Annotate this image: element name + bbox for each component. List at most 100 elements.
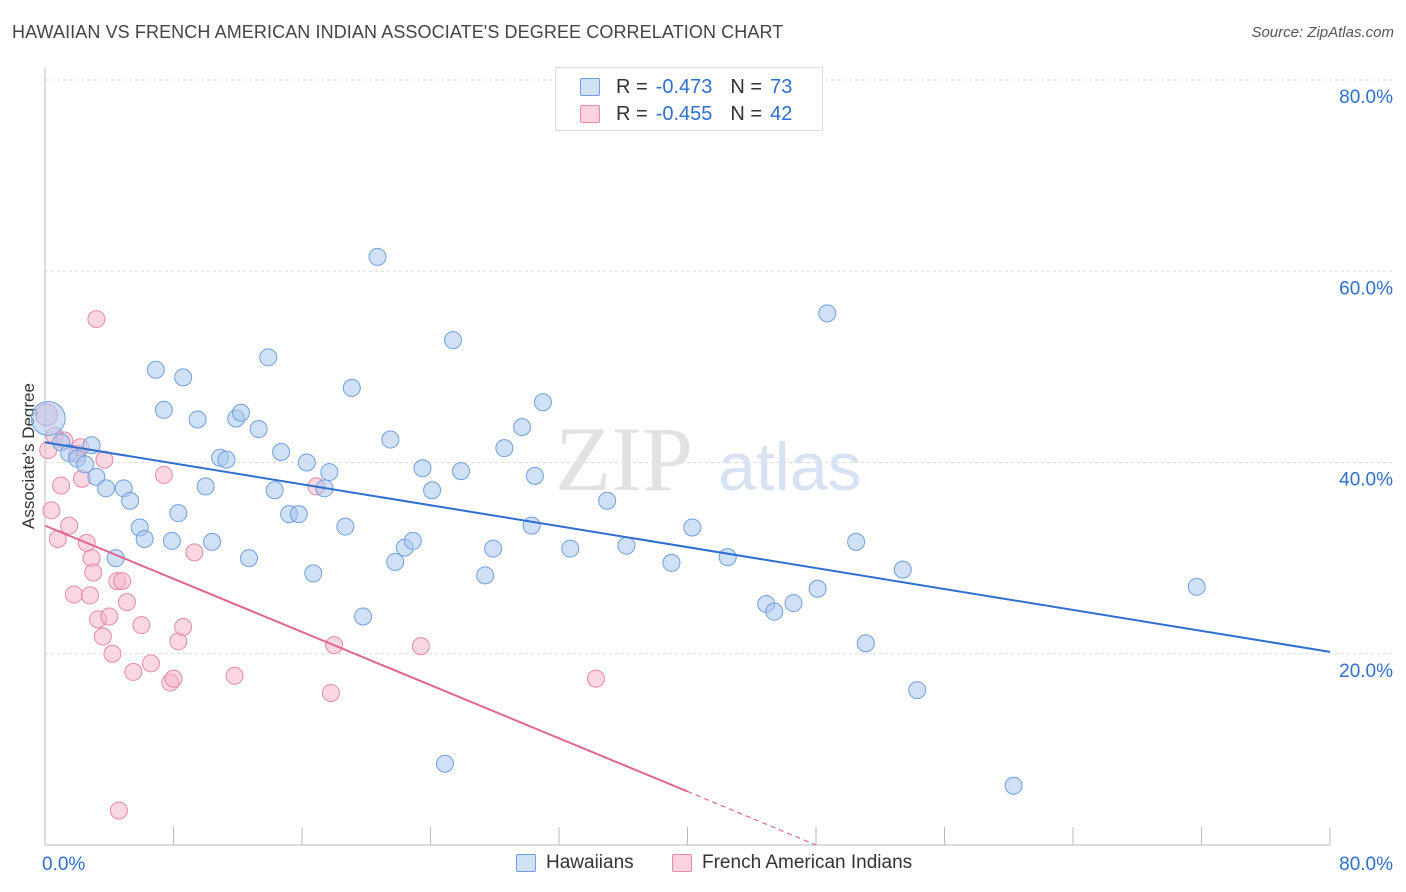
hawaiian-point	[403, 531, 422, 550]
french-point	[42, 501, 61, 520]
hawaiian-point	[354, 607, 373, 626]
hawaiian-point	[617, 536, 636, 555]
hawaiian-point	[231, 403, 250, 422]
hawaiian-point	[297, 453, 316, 472]
french-point	[124, 662, 143, 681]
hawaiian-point	[808, 579, 827, 598]
hawaiian-point	[30, 401, 66, 437]
french-point	[84, 563, 103, 582]
french-point	[52, 476, 71, 495]
hawaiian-point	[249, 420, 268, 439]
y-tick-label: 40.0%	[1339, 470, 1393, 491]
legend-label-hawaiians: Hawaiians	[546, 852, 634, 873]
hawaiian-point	[598, 491, 617, 510]
french-point	[93, 627, 112, 646]
blue-swatch	[516, 854, 536, 872]
hawaiian-point	[435, 754, 454, 773]
french-point	[87, 310, 106, 329]
trend-lines	[44, 441, 1331, 846]
french-point	[109, 801, 128, 820]
watermark: ZIP atlas	[555, 408, 862, 510]
hawaiian-point	[381, 430, 400, 449]
hawaiian-point	[146, 360, 165, 379]
french-point	[100, 607, 119, 626]
hawaiian-point	[174, 368, 193, 387]
watermark-zip: ZIP	[555, 408, 693, 510]
r-label: R =	[616, 75, 648, 98]
hawaiian-point	[97, 479, 116, 498]
hawaiian-point	[386, 552, 405, 571]
legend-item-french[interactable]: French American Indians	[672, 852, 912, 874]
hawaiian-point	[169, 504, 188, 523]
hawaiian-point	[289, 505, 308, 524]
hawaiian-point	[452, 462, 471, 481]
hawaiian-point	[847, 532, 866, 551]
hawaiian-point	[662, 553, 681, 572]
hawaiian-point	[423, 481, 442, 500]
blue-swatch	[580, 78, 600, 96]
y-tick-label: 20.0%	[1339, 661, 1393, 682]
hawaiian-point	[484, 539, 503, 558]
legend-label-french: French American Indians	[702, 852, 913, 873]
hawaiian-point	[718, 548, 737, 567]
french-point	[321, 683, 340, 702]
hawaiian-point	[304, 564, 323, 583]
hawaiian-point	[336, 517, 355, 536]
y-tick-label: 60.0%	[1339, 278, 1393, 299]
r-label: R =	[616, 102, 648, 125]
grid-lines	[45, 79, 1392, 655]
hawaiian-point	[443, 331, 462, 350]
n-label: N =	[730, 102, 763, 125]
legend-item-hawaiians[interactable]: Hawaiians	[516, 852, 634, 874]
french-point	[142, 654, 161, 673]
hawaiian-point	[495, 439, 514, 458]
n-value: 42	[770, 102, 793, 125]
french-point	[103, 644, 122, 663]
hawaiian-point	[76, 455, 95, 474]
r-value: -0.455	[655, 102, 713, 125]
hawaiian-point	[765, 602, 784, 621]
chart-title: HAWAIIAN VS FRENCH AMERICAN INDIAN ASSOC…	[12, 22, 784, 42]
hawaiians-points	[30, 247, 1206, 795]
french-point	[164, 669, 183, 688]
n-label: N =	[730, 75, 763, 98]
legend-row-french: R = -0.455 N = 42	[580, 101, 792, 127]
hawaiian-point	[188, 410, 207, 429]
hawaiian-point	[513, 418, 532, 437]
hawaiian-point	[87, 467, 106, 486]
correlation-legend: R = -0.473 N = 73 R = -0.455 N = 42	[555, 67, 823, 131]
hawaiian-point	[154, 400, 173, 419]
hawaiian-point	[1004, 776, 1023, 795]
hawaiian-point	[784, 594, 803, 613]
hawaiian-point	[196, 477, 215, 496]
hawaiian-point	[533, 393, 552, 412]
hawaiian-point	[121, 491, 140, 510]
hawaiian-point	[818, 304, 837, 323]
hawaiian-point	[320, 463, 339, 482]
x-tick-label: 80.0%	[1339, 854, 1393, 875]
hawaiian-point	[522, 516, 541, 535]
french-point	[113, 572, 132, 591]
x-tick-label: 0.0%	[42, 854, 85, 875]
hawaiian-point	[259, 348, 278, 367]
hawaiians-trend-line	[44, 441, 1331, 653]
tick-labels: 20.0% 40.0% 60.0% 80.0% 0.0% 80.0%	[42, 87, 1393, 875]
hawaiian-point	[265, 481, 284, 500]
french-point	[132, 616, 151, 635]
french-point	[411, 637, 430, 656]
hawaiian-point	[683, 518, 702, 537]
french-point	[174, 617, 193, 636]
hawaiian-point	[908, 681, 927, 700]
hawaiian-point	[342, 378, 361, 397]
hawaiian-point	[217, 450, 236, 469]
hawaiian-point	[239, 549, 258, 568]
pink-swatch	[580, 105, 600, 123]
french-point	[586, 669, 605, 688]
french-point	[80, 586, 99, 605]
r-value: -0.473	[655, 75, 713, 98]
french-trend-extension	[687, 790, 817, 846]
hawaiian-point	[561, 539, 580, 558]
hawaiian-point	[272, 442, 291, 461]
hawaiian-point	[856, 634, 875, 653]
hawaiian-point	[476, 566, 495, 585]
